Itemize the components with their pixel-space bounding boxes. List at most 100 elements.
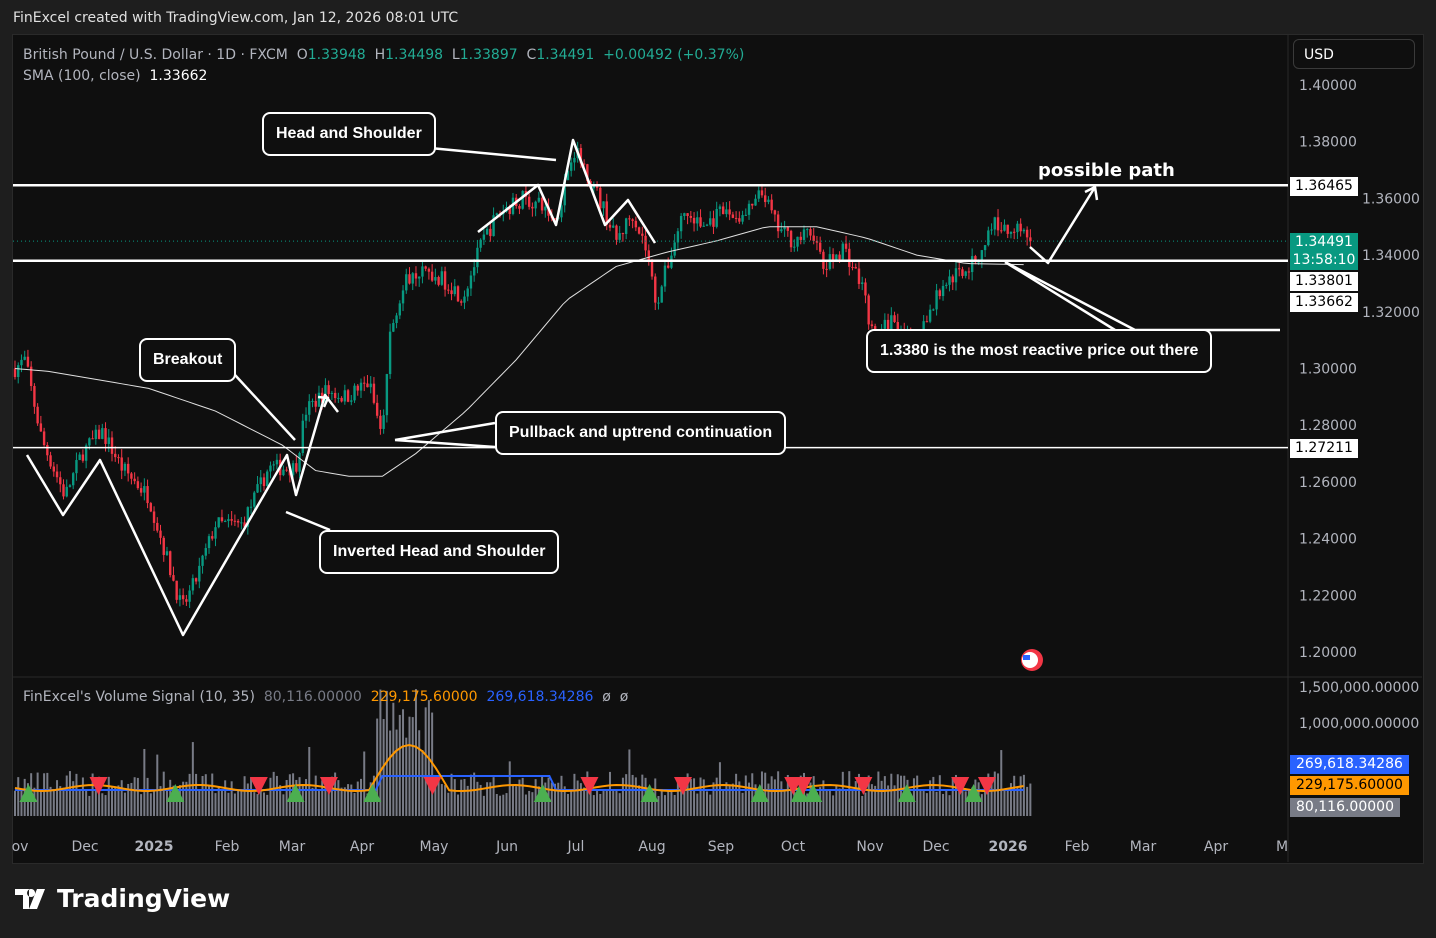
candle-body — [864, 282, 867, 296]
buy-signal-icon — [750, 784, 769, 802]
volume-bar — [1019, 776, 1022, 816]
candle-body — [42, 431, 46, 446]
volume-bar — [874, 785, 877, 816]
buy-signal-icon — [533, 784, 552, 802]
price-tick: 1.40000 — [1299, 78, 1357, 94]
volume-bar — [935, 791, 938, 816]
candle-body — [13, 368, 17, 378]
candle-body — [605, 201, 608, 225]
price-tick: 1.26000 — [1299, 475, 1357, 491]
volume-bar — [366, 793, 369, 816]
candle-body — [97, 429, 101, 439]
annotation-head-and-shoulder[interactable]: Head and Shoulder — [262, 112, 436, 156]
annotation-reactive-price[interactable]: 1.3380 is the most reactive price out th… — [866, 329, 1213, 373]
volume-bar — [806, 793, 809, 816]
volume-bar — [195, 773, 198, 816]
annotation-inverted-head-shoulder[interactable]: Inverted Head and Shoulder — [319, 530, 560, 574]
volume-bar — [460, 779, 463, 816]
candle-body — [540, 197, 544, 211]
candle-body — [346, 390, 350, 402]
volume-bar — [634, 777, 637, 816]
indicator-name[interactable]: FinExcel's Volume Signal (10, 35) — [23, 689, 255, 705]
volume-bar — [579, 783, 582, 816]
volume-bar — [43, 773, 46, 816]
candle-body — [802, 229, 806, 240]
volume-bar — [621, 777, 624, 816]
candle-body — [285, 469, 288, 471]
candle-body — [275, 459, 279, 465]
volume-bar — [343, 787, 346, 816]
time-tick: Dec — [71, 839, 98, 855]
candle-body — [848, 248, 851, 267]
volume-bar — [867, 775, 870, 816]
tradingview-logo-icon — [15, 888, 45, 909]
candle-body — [311, 400, 314, 402]
candle-body — [495, 213, 499, 216]
tradingview-logo[interactable]: TradingView — [15, 884, 230, 913]
candle-body — [126, 463, 130, 474]
volume-bar — [198, 790, 201, 816]
volume-bar — [107, 776, 110, 816]
volume-bar — [91, 773, 94, 816]
high-value: 1.34498 — [385, 47, 444, 63]
symbol-name[interactable]: British Pound / U.S. Dollar · 1D · FXCM — [23, 47, 288, 63]
candle-body — [896, 322, 899, 332]
buy-signal-icon — [363, 784, 382, 802]
candle-body — [831, 254, 835, 261]
annotation-breakout[interactable]: Breakout — [139, 338, 237, 382]
volume-bar — [599, 793, 602, 816]
volume-bar — [615, 789, 618, 816]
candle-body — [395, 315, 398, 324]
candle-body — [941, 285, 945, 297]
candle-body — [181, 595, 185, 600]
time-tick: Feb — [1065, 839, 1090, 855]
candle-body — [569, 162, 573, 171]
candle-body — [773, 210, 777, 215]
sma-label[interactable]: SMA (100, close) — [23, 68, 141, 84]
volume-bar — [75, 773, 78, 816]
candle-body — [563, 180, 566, 206]
volume-bar — [715, 777, 718, 816]
candle-body — [631, 219, 634, 221]
currency-button[interactable]: USD — [1293, 39, 1415, 69]
candle-body — [414, 273, 418, 279]
candle-body — [382, 415, 385, 429]
candle-body — [799, 236, 802, 240]
volume-bar — [347, 784, 350, 816]
candle-body — [883, 319, 887, 329]
candle-body — [586, 164, 589, 181]
volume-bar — [130, 782, 133, 816]
empty-value-2: ø — [619, 689, 629, 705]
candle-body — [660, 286, 663, 303]
volume-bar — [188, 773, 191, 816]
volume-bar — [479, 784, 482, 816]
volume-bar — [751, 773, 754, 816]
volume-bar — [101, 793, 104, 816]
price-tick: 1.30000 — [1299, 362, 1357, 378]
annotation-pullback[interactable]: Pullback and uptrend continuation — [495, 411, 787, 455]
annotation-possible-path[interactable]: possible path — [1038, 160, 1175, 181]
time-tick: Dec — [922, 839, 949, 855]
candle-body — [204, 548, 207, 556]
candle-body — [641, 233, 644, 236]
candle-body — [527, 196, 531, 207]
volume-bar — [680, 777, 683, 816]
candle-body — [72, 473, 75, 486]
candle-body — [705, 224, 709, 226]
volume-bar — [951, 777, 954, 816]
volume-bar — [440, 784, 443, 816]
volume-bar — [987, 773, 990, 816]
volume-bar — [492, 777, 495, 816]
buy-signal-icon — [897, 784, 916, 802]
volume-bar — [570, 790, 573, 816]
volume-bar — [686, 773, 689, 816]
volume-bar — [531, 792, 534, 816]
candle-body — [663, 265, 667, 287]
candle-body — [996, 217, 1000, 231]
candle-body — [537, 197, 541, 202]
volume-bar — [583, 787, 586, 816]
volume-bar — [1013, 775, 1016, 816]
candle-body — [935, 290, 938, 310]
candle-body — [851, 266, 854, 268]
